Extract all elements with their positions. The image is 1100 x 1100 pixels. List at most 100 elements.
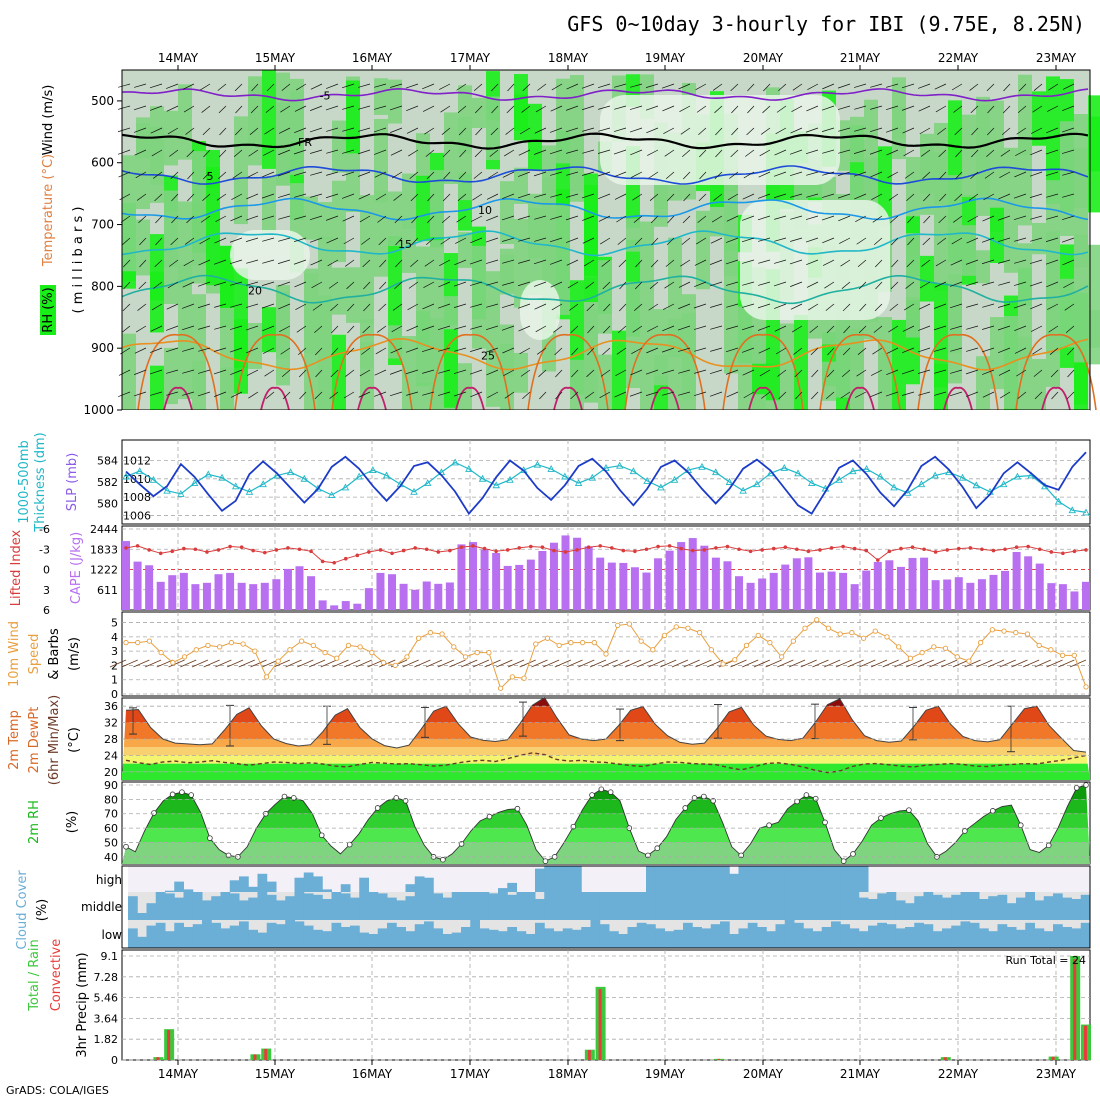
cloud-cell-middle [590,892,601,920]
rh-point [514,805,521,812]
cloud-cell-low [720,921,730,948]
upper-wind-barb [886,149,899,156]
surface-wind-barb [1069,659,1087,668]
upper-wind-barb [629,391,643,397]
upper-wind-barb [197,303,211,309]
surface-wind-barb [1022,659,1040,668]
rh-point [803,792,810,798]
upper-wind-barb [1002,105,1011,114]
temp-band [122,722,1090,739]
upper-wind-barb [967,215,979,223]
run-total-label: Run Total = 24 [1006,954,1087,967]
upper-wind-barb [682,215,691,224]
cape-bar [723,561,732,610]
lifted-index-point [956,546,961,551]
rh-field-cell [934,152,948,291]
upper-wind-barb [731,105,739,114]
surface-hot-contour [553,386,583,411]
lifted-index-point [760,548,764,552]
cape-bar [468,542,477,610]
lifted-index-point [586,545,591,550]
wind-speed-point [615,622,621,629]
upper-wind-barb [358,127,371,132]
upper-wind-barb [806,193,819,198]
rh-field-cell [304,335,318,410]
upper-wind-barb [934,281,947,288]
date-label-top: 22MAY [938,51,979,65]
upper-wind-barb [330,369,339,378]
cape-bar [549,542,558,610]
upper-wind-barb [395,237,403,246]
rh-field-cell [1074,114,1088,208]
upper-wind-barb [169,259,179,267]
cloud-cell-low [488,929,499,948]
rh-point [812,795,819,802]
cloud-cell-high [664,866,675,892]
rh-point [281,793,288,800]
upper-wind-barb [1045,237,1059,242]
upper-wind-barb [486,215,499,222]
cloud-cell-high [572,866,582,892]
cloud-cell-low [646,924,656,948]
cloud-row-label: low [102,928,123,942]
cloud-cell-low [581,927,591,948]
upper-wind-barb [392,303,403,311]
date-label-bottom: 20MAY [743,1067,784,1081]
upper-wind-barb [586,369,595,378]
upper-wind-barb [709,391,723,397]
rh-field-cell [682,294,696,400]
cloud-label-1: Cloud Cover [15,870,30,950]
upper-wind-barb [519,127,531,135]
rh-field-cell [486,120,500,151]
upper-wind-barb [837,83,851,89]
surface-hot-contour [748,386,778,411]
upper-wind-barb [666,237,675,246]
upper-wind-barb [918,391,931,396]
upper-wind-barb [678,391,691,396]
upper-wind-barb [951,237,963,245]
wind-speed-point [1083,684,1089,690]
upper-wind-barb [469,369,483,375]
wind-speed-point [814,617,820,623]
lifted-index-point [841,544,845,549]
upper-wind-barb [135,325,147,333]
rh-field-cell [332,180,346,263]
cloud-cell-high [165,890,175,892]
upper-wind-barb [840,391,851,399]
upper-wind-barb [838,215,851,222]
rh-field-cell [654,354,668,386]
rh-field-cell [332,267,346,315]
upper-wind-barb [358,391,371,398]
cloud-cell-low [1034,928,1045,948]
upper-wind-barb [757,325,771,331]
upper-wind-barb [443,171,451,180]
upper-wind-barb [486,193,499,200]
upper-wind-barb [182,391,195,396]
upper-wind-barb [423,281,435,289]
upper-wind-barb [711,215,723,223]
upper-wind-barb [1029,281,1043,287]
upper-wind-barb [1062,259,1075,266]
upper-wind-barb [1000,391,1011,399]
cloud-cell-high [257,873,268,892]
upper-wind-barb [454,325,467,330]
upper-wind-barb [856,237,867,245]
upper-wind-barb [758,347,771,354]
upper-wind-barb [747,83,755,92]
upper-wind-barb [1049,347,1059,355]
date-label-bottom: 23MAY [1036,1067,1077,1081]
upper-wind-barb [533,259,547,265]
cloud-label-2: (%) [35,899,50,922]
upper-wind-barb [229,347,243,353]
rh-point [374,805,381,811]
upper-wind-barb [1045,171,1059,176]
thickness-point [149,475,158,483]
surface-wind-barb [144,659,162,668]
upper-wind-barb [918,303,931,310]
rh-field-cell [962,114,976,198]
lifted-index-point [737,547,741,552]
rh-field-cell [374,78,388,115]
wind-speed-point [369,649,375,656]
upper-wind-barb [741,347,755,353]
upper-wind-barb [536,347,547,355]
